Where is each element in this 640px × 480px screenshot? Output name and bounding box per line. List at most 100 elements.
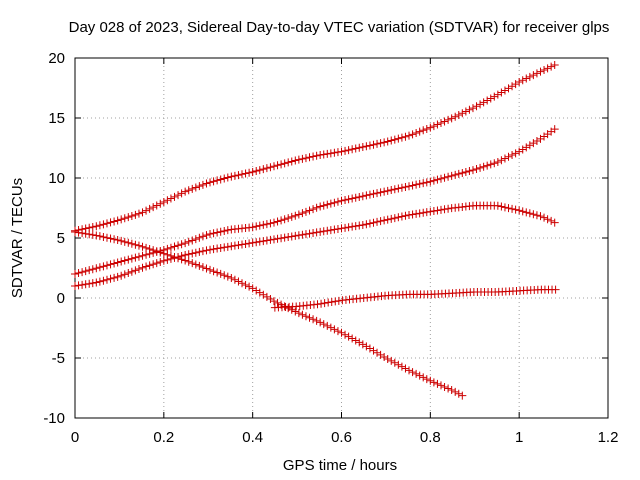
data-point xyxy=(433,379,442,388)
data-point xyxy=(550,218,559,227)
data-point xyxy=(213,268,222,277)
data-point xyxy=(454,389,463,398)
data-point xyxy=(316,202,325,211)
data-point xyxy=(294,231,303,240)
data-point xyxy=(408,368,417,377)
data-point xyxy=(323,200,332,209)
data-point xyxy=(113,258,122,267)
data-point xyxy=(184,257,193,266)
data-point xyxy=(387,186,396,195)
data-point xyxy=(206,245,215,254)
data-point xyxy=(273,217,282,226)
data-point xyxy=(532,69,541,78)
data-point xyxy=(383,215,392,224)
data-point xyxy=(422,178,431,187)
data-point xyxy=(287,212,296,221)
data-point xyxy=(284,158,293,167)
data-point xyxy=(149,260,158,269)
data-point xyxy=(134,209,143,218)
data-point xyxy=(326,199,335,208)
data-point xyxy=(305,153,314,162)
data-point xyxy=(191,235,200,244)
data-point xyxy=(433,120,442,129)
data-point xyxy=(287,232,296,241)
data-point xyxy=(223,226,232,235)
data-point xyxy=(319,201,328,210)
data-point xyxy=(337,147,346,156)
data-point xyxy=(397,183,406,192)
data-point xyxy=(543,64,552,73)
data-point xyxy=(422,208,431,217)
grid-lines xyxy=(75,58,608,418)
data-point xyxy=(301,312,310,321)
data-point xyxy=(341,330,350,339)
data-point xyxy=(241,169,250,178)
data-point xyxy=(252,238,261,247)
data-point xyxy=(102,233,111,242)
data-point xyxy=(92,264,101,273)
data-point xyxy=(497,202,506,211)
data-point xyxy=(174,241,183,250)
data-point xyxy=(269,218,278,227)
data-point xyxy=(174,191,183,200)
data-point xyxy=(518,207,527,216)
data-point xyxy=(291,307,300,316)
series-track-3 xyxy=(71,201,559,290)
data-point xyxy=(259,290,268,299)
data-point xyxy=(227,242,236,251)
data-point xyxy=(85,279,94,288)
data-point xyxy=(110,273,119,282)
data-point xyxy=(152,259,161,268)
data-point xyxy=(259,220,268,229)
data-point xyxy=(472,165,481,174)
data-point xyxy=(195,247,204,256)
data-point xyxy=(252,222,261,231)
data-point xyxy=(312,203,321,212)
data-point xyxy=(88,279,97,288)
data-point xyxy=(412,180,421,189)
data-point xyxy=(255,166,264,175)
data-point xyxy=(227,172,236,181)
data-point xyxy=(170,192,179,201)
data-point xyxy=(405,366,414,375)
data-point xyxy=(319,320,328,329)
data-point xyxy=(163,250,172,259)
data-point xyxy=(71,282,79,290)
data-point xyxy=(341,196,350,205)
data-point xyxy=(287,305,296,314)
data-point xyxy=(362,191,371,200)
data-point xyxy=(394,360,403,369)
data-point xyxy=(497,88,506,97)
data-point xyxy=(152,201,161,210)
data-point xyxy=(95,277,104,286)
data-point xyxy=(422,375,431,384)
data-point xyxy=(117,271,126,280)
data-point xyxy=(334,296,343,305)
data-point xyxy=(177,189,186,198)
data-point xyxy=(138,263,147,272)
data-point xyxy=(394,184,403,193)
data-point xyxy=(429,122,438,131)
y-tick-label: 10 xyxy=(48,170,65,187)
data-point xyxy=(373,217,382,226)
data-point xyxy=(159,249,168,258)
data-point xyxy=(436,381,445,390)
data-point xyxy=(120,214,129,223)
data-point xyxy=(262,236,271,245)
data-point xyxy=(88,222,97,231)
data-point xyxy=(376,188,385,197)
data-point xyxy=(390,135,399,144)
data-point xyxy=(330,198,339,207)
data-point xyxy=(461,168,470,176)
data-point xyxy=(468,166,477,175)
data-point xyxy=(330,148,339,157)
data-point xyxy=(156,199,165,208)
data-point xyxy=(344,146,353,155)
data-point xyxy=(198,232,207,241)
data-point xyxy=(451,112,460,121)
data-point xyxy=(149,203,158,212)
data-point xyxy=(166,194,175,203)
data-point xyxy=(241,280,250,289)
data-point xyxy=(515,147,524,156)
data-point xyxy=(483,161,492,170)
